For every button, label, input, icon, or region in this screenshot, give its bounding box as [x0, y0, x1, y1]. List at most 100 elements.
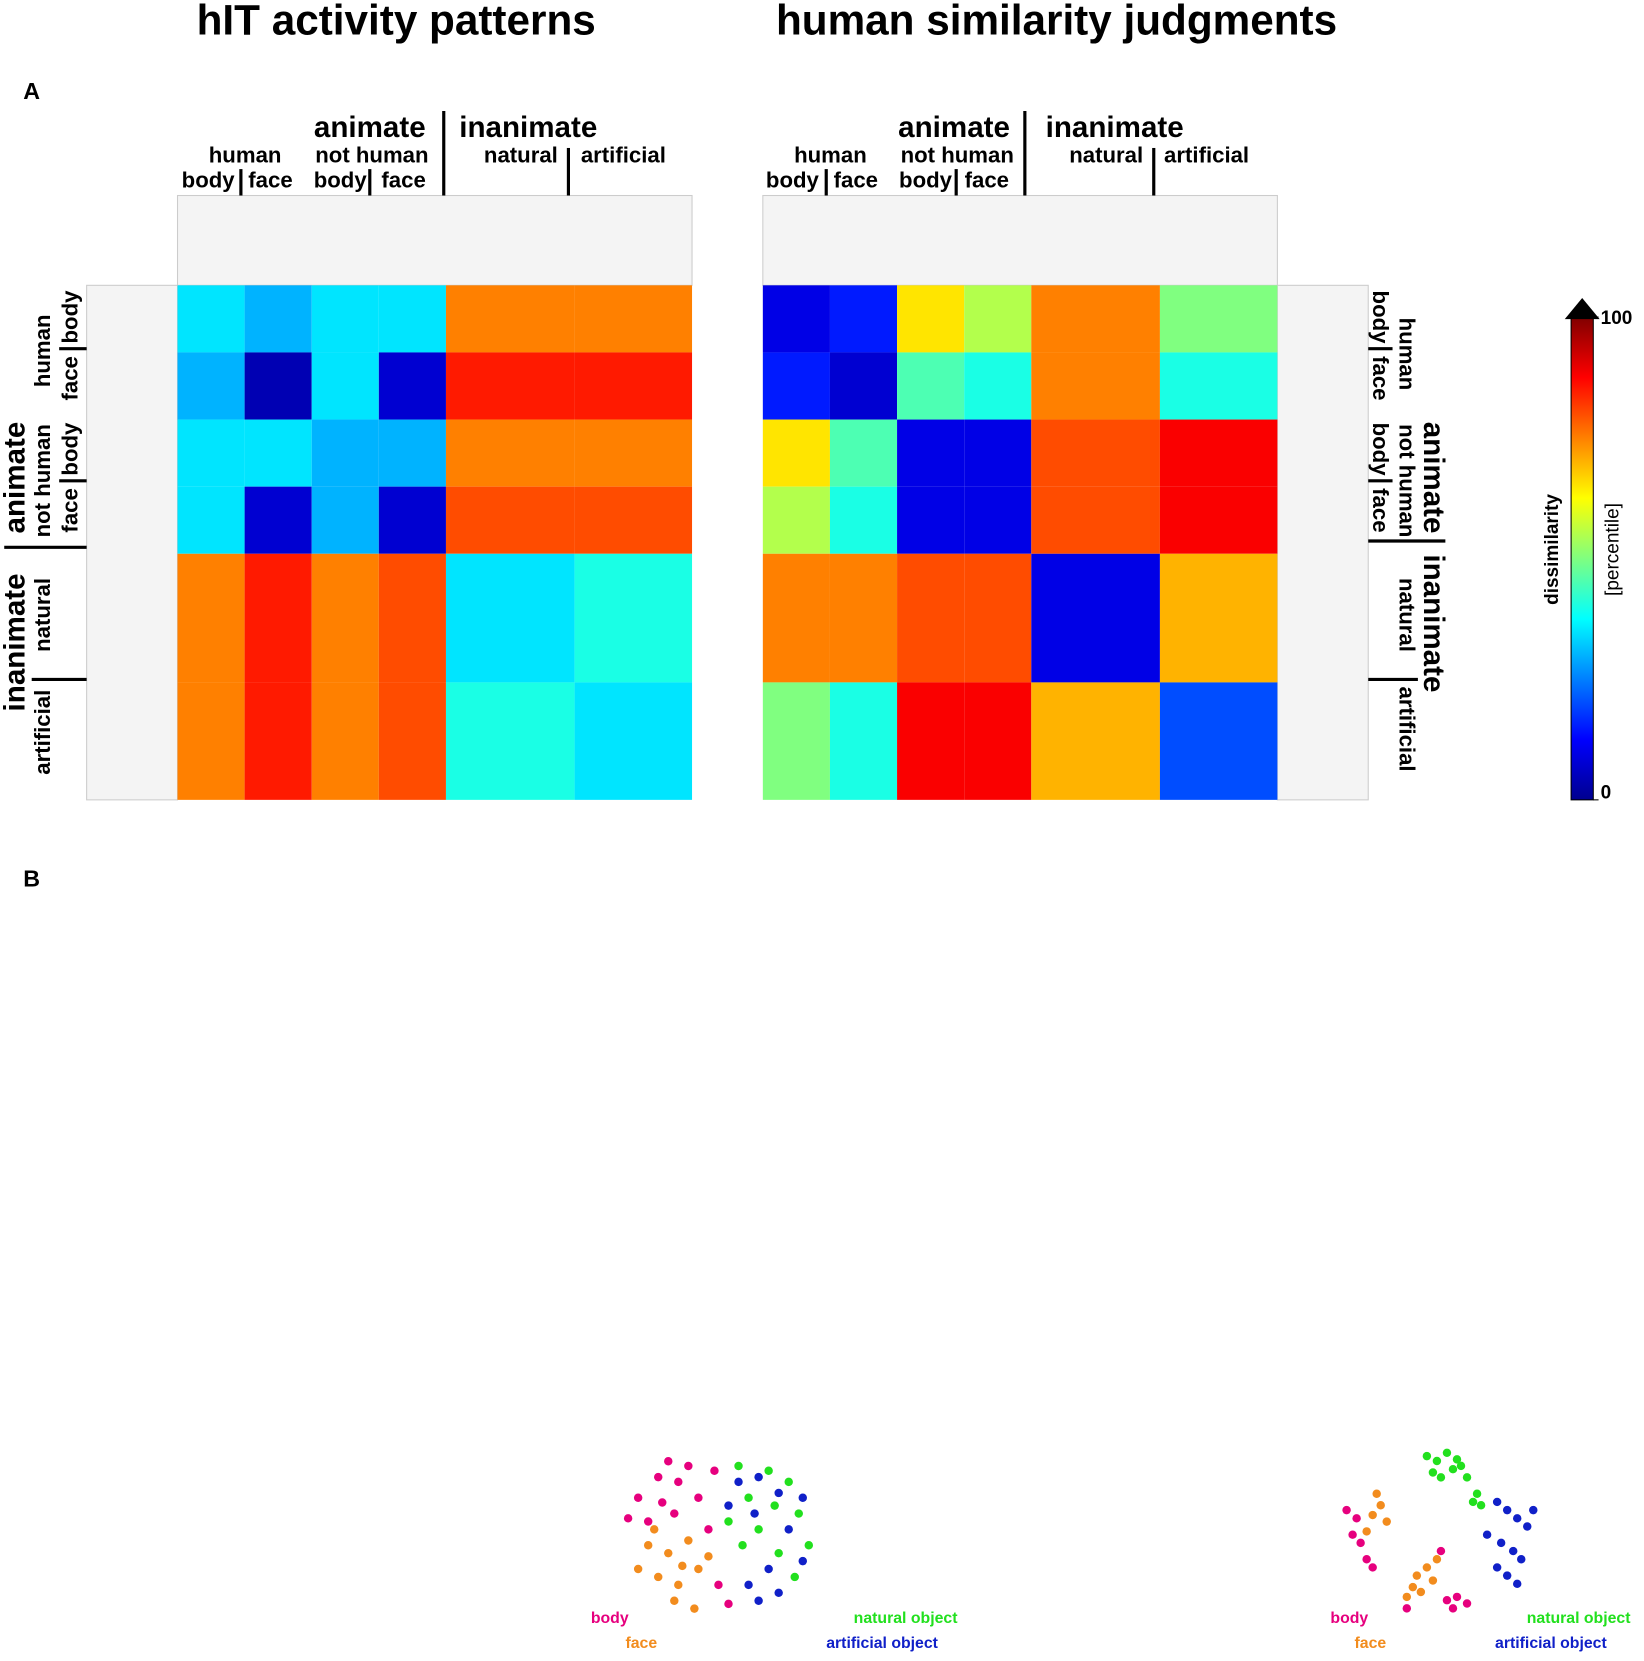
- legend-entry: natural object: [854, 1610, 959, 1627]
- group-label: face: [58, 488, 83, 532]
- matrix-cell: [1031, 553, 1160, 683]
- group-label: artificial: [1164, 142, 1249, 167]
- matrix-cell: [445, 553, 575, 683]
- mds-point: [1422, 1451, 1432, 1461]
- matrix-cell: [1159, 352, 1278, 420]
- matrix-cell: [177, 553, 245, 683]
- panel-label: A: [23, 78, 40, 104]
- mds-point: [764, 1564, 773, 1574]
- mds-point: [1402, 1604, 1412, 1613]
- matrix-cell: [1031, 352, 1160, 420]
- mds-point: [1348, 1530, 1357, 1539]
- group-label: natural: [1069, 142, 1143, 167]
- group-label: animate: [0, 422, 32, 534]
- matrix-cell: [829, 486, 898, 554]
- matrix-cell: [964, 352, 1032, 420]
- mds-point: [1368, 1510, 1377, 1520]
- mds-point: [1362, 1555, 1371, 1564]
- mds-point: [1368, 1563, 1377, 1572]
- mds-point: [1502, 1571, 1512, 1580]
- matrix-cell: [829, 352, 898, 420]
- mds-point: [678, 1561, 687, 1571]
- mds-point: [1416, 1587, 1426, 1597]
- matrix-cell: [964, 419, 1032, 487]
- matrix-cell: [762, 682, 830, 800]
- mds-point: [754, 1472, 763, 1482]
- matrix-cell: [574, 553, 693, 683]
- group-label: body: [1368, 423, 1393, 477]
- stimulus-strips: [86, 194, 1369, 801]
- matrix-cell: [1031, 285, 1160, 353]
- matrix-cell: [1031, 419, 1160, 487]
- mds-point: [684, 1536, 693, 1545]
- matrix-cell: [762, 285, 830, 353]
- group-label: body: [58, 290, 83, 344]
- matrix-cell: [574, 419, 693, 487]
- group-label: body: [58, 422, 83, 476]
- mds-point: [1502, 1505, 1512, 1515]
- mds-point: [1448, 1604, 1458, 1613]
- group-label: artificial: [1394, 687, 1419, 772]
- mds-point: [734, 1461, 743, 1471]
- matrix-cell: [445, 682, 575, 800]
- matrix-cell: [311, 419, 379, 487]
- mds-point: [714, 1580, 723, 1590]
- matrix-cell: [244, 486, 312, 554]
- mds-point: [710, 1466, 719, 1475]
- group-label: human: [794, 142, 867, 167]
- mds-point: [1508, 1546, 1518, 1556]
- matrix-cell: [897, 553, 965, 683]
- colorbar: [1570, 316, 1594, 801]
- group-label: body: [899, 168, 953, 193]
- matrix-cell: [897, 419, 965, 487]
- group-label: face: [248, 168, 292, 193]
- mds-point: [1342, 1505, 1351, 1515]
- group-label: body: [182, 168, 236, 193]
- mds-point: [774, 1548, 783, 1558]
- group-label: body: [766, 168, 820, 193]
- matrix-cell: [244, 682, 312, 800]
- column-title: human similarity judgments: [776, 0, 1337, 43]
- colorbar-label: dissimilarity: [1542, 494, 1563, 605]
- mds-point: [1442, 1595, 1452, 1605]
- mds-point: [674, 1477, 683, 1487]
- matrix-cell: [378, 553, 446, 683]
- mds-point: [643, 1517, 653, 1526]
- mds-point: [798, 1556, 807, 1566]
- mds-point: [664, 1457, 673, 1466]
- group-label: body: [1368, 291, 1393, 345]
- mds-point: [1382, 1517, 1391, 1526]
- mds-point: [1422, 1563, 1432, 1572]
- mds-point: [1492, 1497, 1502, 1507]
- mds-point: [1462, 1473, 1472, 1482]
- mds-point: [1428, 1468, 1438, 1477]
- colorbar-unit: [percentile]: [1602, 503, 1623, 596]
- legend-entry: artificial object: [1495, 1635, 1607, 1652]
- mds-point: [724, 1599, 733, 1609]
- mds-point: [1432, 1555, 1442, 1564]
- mds-point: [1452, 1592, 1462, 1602]
- mds-point: [764, 1466, 773, 1475]
- matrix-cell: [762, 553, 830, 683]
- mds-point: [1476, 1500, 1486, 1510]
- matrix-cell: [574, 682, 693, 800]
- matrix-cell: [311, 285, 379, 353]
- matrix-cell: [244, 553, 312, 683]
- mds-point: [1517, 1555, 1526, 1564]
- group-label: not human: [1394, 424, 1419, 537]
- group-label: not human: [315, 142, 428, 167]
- matrix-cell: [964, 682, 1032, 800]
- mds-point: [784, 1477, 793, 1487]
- colorbar-tick-label: 0: [1601, 783, 1612, 804]
- mds-point: [754, 1596, 763, 1605]
- mds-point: [633, 1564, 643, 1574]
- matrix-cell: [177, 352, 245, 420]
- mds-point: [784, 1525, 793, 1534]
- matrix-cell: [897, 352, 965, 420]
- mds-point: [704, 1525, 713, 1534]
- mds-point: [623, 1514, 633, 1523]
- matrix-cell: [762, 486, 830, 554]
- mds-point: [744, 1493, 753, 1502]
- group-label: body: [314, 168, 368, 193]
- mds-point: [1436, 1546, 1446, 1556]
